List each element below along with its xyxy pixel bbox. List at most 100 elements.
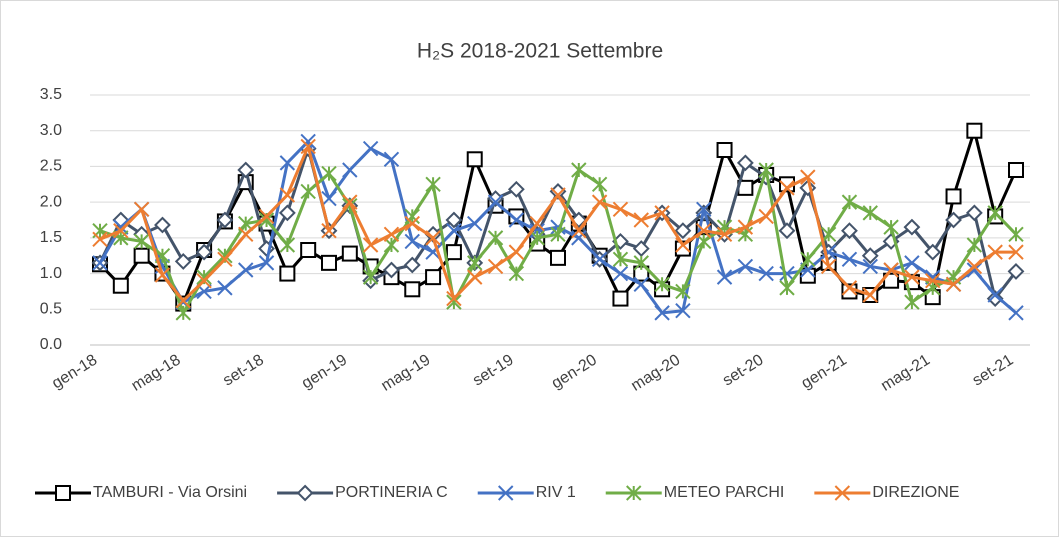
marker (716, 142, 733, 158)
legend-label: METEO PARCHI (664, 484, 785, 501)
marker (258, 208, 275, 225)
marker (362, 269, 379, 285)
marker (342, 194, 358, 210)
marker (550, 249, 566, 266)
marker (279, 265, 296, 282)
marker (987, 205, 1003, 221)
series (92, 133, 1024, 321)
marker (571, 223, 587, 239)
legend-label: RIV 1 (536, 484, 576, 501)
marker (758, 208, 774, 225)
marker (445, 244, 462, 261)
legend-label: PORTINERIA C (335, 484, 448, 501)
y-tick-label: 2.0 (40, 193, 62, 210)
marker (841, 194, 858, 210)
marker (508, 265, 525, 282)
marker (133, 247, 150, 264)
marker (321, 190, 337, 207)
legend-label: DIREZIONE (872, 484, 959, 501)
marker (467, 269, 483, 285)
series (92, 162, 1024, 321)
marker (675, 283, 691, 300)
marker (654, 276, 670, 292)
marker (904, 269, 920, 285)
marker (758, 265, 774, 282)
marker (1008, 305, 1024, 321)
marker (571, 162, 587, 178)
marker (550, 226, 566, 242)
marker (862, 205, 878, 221)
marker (425, 176, 441, 192)
y-tick-label: 0.5 (40, 301, 62, 318)
marker (300, 242, 317, 258)
marker (675, 303, 691, 319)
marker (861, 247, 879, 265)
legend-label: TAMBURI - Via Orsini (93, 484, 247, 501)
marker (591, 251, 608, 267)
marker (154, 267, 171, 283)
marker (507, 180, 525, 198)
marker (862, 287, 878, 303)
marker (529, 223, 545, 239)
marker (278, 204, 296, 222)
marker (1008, 226, 1024, 242)
marker (966, 122, 983, 139)
marker (425, 230, 441, 246)
marker (716, 269, 733, 285)
marker (820, 258, 837, 275)
marker (466, 151, 483, 168)
marker (487, 258, 504, 275)
marker (217, 251, 233, 267)
marker (841, 222, 858, 240)
marker (841, 251, 858, 267)
marker (467, 215, 483, 232)
marker (321, 223, 337, 239)
y-tick-label: 2.5 (40, 158, 62, 175)
marker (1008, 244, 1024, 260)
marker (987, 244, 1003, 260)
marker (279, 187, 296, 203)
marker (654, 305, 670, 321)
marker (196, 273, 212, 289)
marker (965, 204, 983, 222)
marker (529, 230, 545, 246)
marker (862, 258, 878, 275)
marker (174, 253, 192, 270)
marker (258, 255, 275, 271)
marker (529, 215, 545, 232)
marker (800, 251, 816, 267)
marker (404, 208, 420, 225)
marker (633, 255, 649, 271)
marker (904, 255, 920, 271)
marker (508, 212, 525, 228)
marker (446, 223, 462, 239)
marker (404, 215, 420, 232)
marker (696, 201, 712, 217)
marker (612, 265, 629, 282)
marker (300, 138, 316, 155)
marker (296, 484, 314, 502)
marker (498, 485, 514, 501)
marker (279, 237, 296, 253)
marker (341, 245, 358, 262)
marker (487, 194, 504, 210)
marker (92, 231, 108, 247)
y-tick-label: 1.5 (40, 229, 62, 246)
marker (508, 208, 525, 225)
y-tick-label: 3.0 (40, 122, 62, 139)
marker (696, 223, 712, 239)
marker (612, 201, 629, 217)
marker (675, 237, 691, 253)
marker (925, 280, 941, 296)
marker (279, 155, 296, 171)
y-tick-label: 1.0 (40, 265, 62, 282)
marker (1007, 263, 1025, 280)
marker (612, 251, 629, 267)
marker (966, 237, 983, 253)
marker (133, 233, 150, 250)
marker (404, 281, 421, 298)
marker (737, 219, 754, 235)
marker (674, 240, 691, 257)
marker (674, 222, 692, 240)
